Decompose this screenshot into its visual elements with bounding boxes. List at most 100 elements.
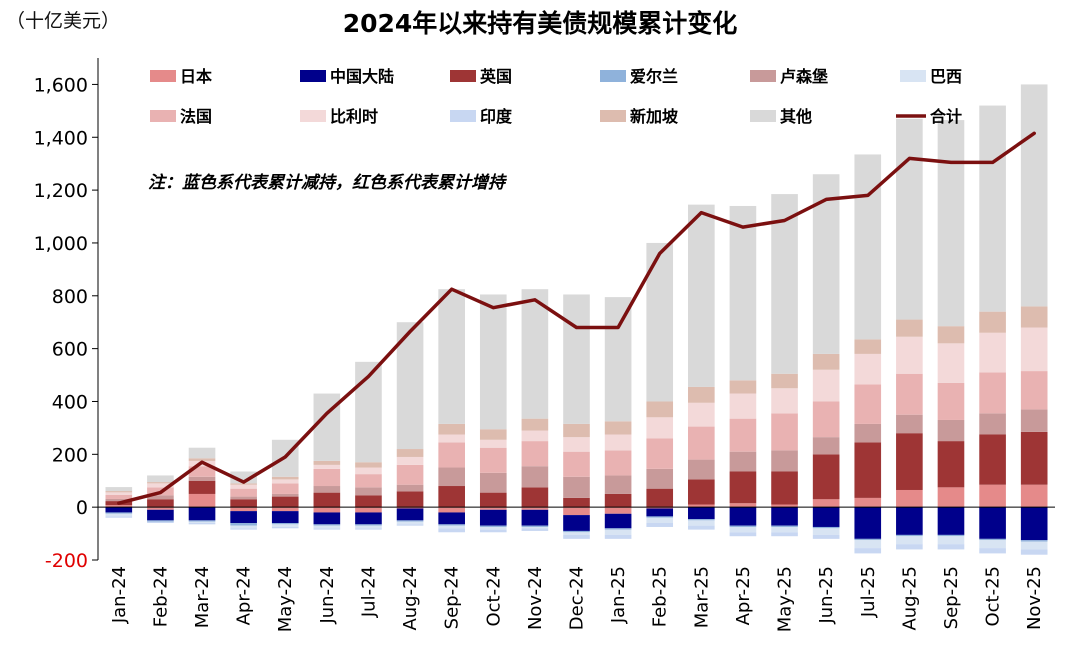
legend-swatch [900, 70, 926, 82]
bar-segment [688, 504, 715, 508]
x-tick-label: Apr-25 [733, 566, 754, 625]
bar-segment [105, 516, 133, 518]
note-annotation: 注：蓝色系代表累计减持，红色系代表累计增持 [148, 173, 507, 193]
bar-segment [812, 454, 840, 500]
bar-segment [396, 524, 424, 526]
bar-segment [854, 442, 882, 498]
bar-segment [937, 441, 965, 488]
bar-segment [147, 495, 174, 500]
bar-segment [1020, 541, 1048, 550]
bar-segment [979, 548, 1006, 554]
bar-segment [479, 507, 507, 510]
legend-label: 中国大陆 [330, 67, 394, 86]
bar-segment [771, 388, 798, 414]
bar-segment [105, 507, 133, 513]
bar-segment [688, 386, 715, 403]
bar-segment [937, 487, 965, 508]
bar-segment [771, 507, 798, 526]
bar-segment [479, 525, 507, 527]
legend-swatch [300, 110, 326, 122]
bar-segment [771, 471, 798, 505]
x-tick-label: Apr-24 [234, 566, 255, 625]
y-tick-label: 0 [76, 497, 88, 519]
bar-segment [438, 434, 465, 443]
bar-segment [896, 544, 923, 550]
bar-segment [1020, 431, 1048, 485]
legend-label: 法国 [180, 107, 212, 126]
bar-segment [313, 524, 341, 526]
x-tick-label: Oct-25 [983, 566, 1004, 627]
bar-segment [854, 538, 882, 541]
x-tick-label: May-24 [275, 566, 296, 632]
bar-segment [396, 456, 424, 465]
bar-segment [271, 511, 299, 524]
x-tick-label: Sep-24 [442, 566, 463, 629]
bar-segment [438, 507, 465, 513]
bar-segment [521, 509, 549, 526]
x-tick-label: Nov-24 [525, 566, 546, 630]
bar-segment [979, 332, 1006, 373]
legend-label: 英国 [479, 67, 512, 86]
bar-segment [1020, 549, 1048, 555]
bar-segment [355, 487, 382, 496]
bar-segment [854, 384, 882, 424]
bar-segment [1020, 327, 1048, 372]
bar-segment [771, 194, 798, 374]
legend-swatch [150, 110, 176, 122]
bar-segment [896, 118, 923, 320]
bar-segment [521, 528, 549, 531]
bar-segment [729, 503, 757, 508]
bar-segment [688, 402, 715, 427]
legend-swatch [300, 70, 326, 82]
bar-segment [271, 483, 299, 494]
bar-segment [521, 441, 549, 467]
bar-segment [355, 462, 382, 468]
bar-segment [188, 480, 216, 494]
bar-segment [396, 508, 424, 521]
y-tick-label: 1,000 [34, 233, 88, 255]
bar-segment [771, 532, 798, 537]
bar-segment [521, 430, 549, 442]
bar-segment [230, 496, 257, 500]
bar-segment [646, 508, 674, 517]
x-tick-label: Feb-25 [650, 566, 671, 627]
bar-segment [479, 509, 507, 526]
bar-segment [438, 486, 465, 508]
bar-segment [812, 507, 840, 527]
bar-segment [812, 534, 840, 539]
bar-segment [604, 529, 632, 535]
bar-segment [438, 442, 465, 468]
bar-segment [604, 434, 632, 451]
bar-segment [688, 479, 715, 505]
bar-segment [646, 401, 674, 418]
bar-segment [188, 521, 216, 524]
bar-segment [396, 449, 424, 457]
bar-segment [355, 525, 382, 529]
x-tick-label: Dec-24 [567, 566, 588, 630]
x-tick-label: Oct-24 [483, 566, 504, 627]
legend-label: 爱尔兰 [630, 67, 678, 86]
legend-label: 比利时 [330, 107, 378, 126]
bar-segment [230, 483, 257, 485]
bar-segment [646, 417, 674, 439]
bar-segment [313, 525, 341, 529]
bar-segment [937, 326, 965, 344]
bar-segment [1020, 507, 1048, 541]
chart-title: 2024年以来持有美债规模累计变化 [342, 9, 738, 38]
bar-segment [604, 534, 632, 539]
bar-segment [563, 515, 590, 531]
bar-segment [313, 464, 341, 469]
bar-segment [105, 492, 133, 496]
bar-segment [313, 468, 341, 487]
bar-segment [147, 521, 174, 524]
bar-segment [771, 525, 798, 527]
y-tick-label: 1,400 [34, 127, 88, 149]
bar-segment [563, 476, 590, 498]
legend-swatch [450, 110, 476, 122]
x-tick-label: May-25 [775, 566, 796, 632]
bar-segment [563, 507, 590, 516]
legend-label: 印度 [480, 107, 513, 126]
bar-segment [313, 528, 341, 530]
